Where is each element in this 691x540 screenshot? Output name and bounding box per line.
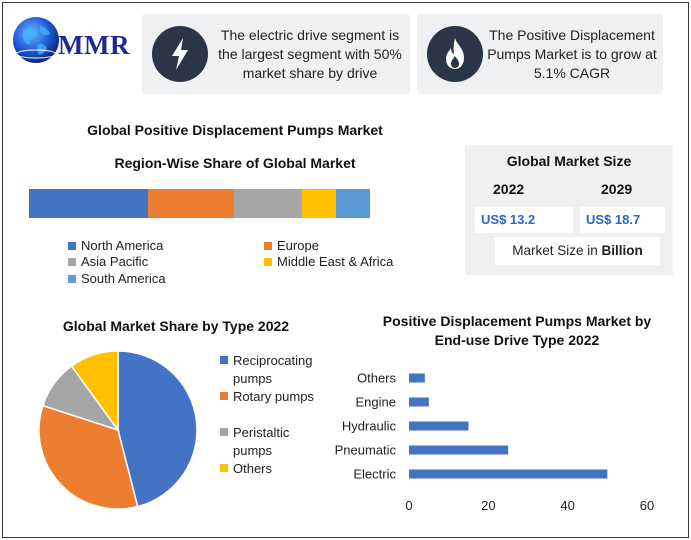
legend-label: South America <box>81 271 166 286</box>
callout-cagr: The Positive Displacement Pumps Market i… <box>417 14 663 94</box>
callout-icon-circle <box>152 26 208 82</box>
x-tick-label: 60 <box>640 498 654 513</box>
bar-hydraulic <box>409 421 469 431</box>
x-tick-label: 0 <box>405 498 412 513</box>
year-label: 2029 <box>601 181 633 197</box>
legend-swatch <box>264 257 272 266</box>
legend-label: Peristaltic pumps <box>233 425 290 458</box>
brand-name: MMR <box>58 30 130 60</box>
legend-swatch <box>68 274 76 283</box>
category-label: Hydraulic <box>342 419 397 434</box>
legend-swatch <box>264 241 272 250</box>
region-segment <box>148 189 234 218</box>
pie-chart-title: Global Market Share by Type 2022 <box>62 318 290 334</box>
category-label: Pneumatic <box>335 443 397 458</box>
callout-text: The Positive Displacement Pumps Market i… <box>487 27 657 81</box>
legend-swatch <box>220 428 228 436</box>
end-use-bar-chart: Others Engine Hydraulic Pneumatic Electric 0 2… <box>335 371 655 514</box>
globe-icon <box>13 17 59 63</box>
pie-slice <box>70 350 119 433</box>
year-label: 2022 <box>493 181 525 197</box>
region-segment <box>233 189 302 218</box>
legend-label: Asia Pacific <box>81 254 149 269</box>
legend-label: Middle East & Africa <box>277 254 394 269</box>
region-segment <box>29 189 149 218</box>
market-size-value: US$ 13.2 <box>475 207 573 233</box>
bar-pneumatic <box>409 445 509 455</box>
market-size-unit: Market Size in Billion <box>495 237 660 265</box>
callout-electric-drive: The electric drive segment is the larges… <box>142 14 410 94</box>
legend-label: Reciprocating pumps <box>233 353 313 386</box>
chart-subtitle: Region-Wise Share of Global Market <box>114 155 356 171</box>
brand-logo: MMR <box>10 14 136 70</box>
x-tick-label: 40 <box>560 498 574 513</box>
callout-icon-circle <box>427 26 483 82</box>
legend-item: North America <box>68 238 163 253</box>
bar-others <box>409 373 425 383</box>
market-size-panel: Global Market Size 2022 2029 US$ 13.2 US… <box>465 145 673 275</box>
legend-item: Middle East & Africa <box>264 254 393 269</box>
legend-item: Rotary pumps <box>220 388 328 406</box>
legend-swatch <box>220 356 228 364</box>
legend-swatch <box>220 392 228 400</box>
flame-icon <box>446 38 464 69</box>
category-label: Electric <box>353 467 396 482</box>
pie-slice <box>117 350 198 508</box>
legend-item: Peristaltic pumps <box>220 424 328 460</box>
legend-swatch <box>68 241 76 250</box>
bar-engine <box>409 397 429 407</box>
region-segment <box>335 189 370 218</box>
legend-item: Europe <box>264 238 319 253</box>
unit-bold: Billion <box>601 243 643 258</box>
bar-electric <box>409 469 608 479</box>
lightning-bolt-icon <box>172 38 188 70</box>
legend-label: Europe <box>277 238 319 253</box>
legend-label: North America <box>81 238 164 253</box>
x-tick-label: 20 <box>481 498 495 513</box>
region-stacked-bar <box>29 189 370 218</box>
unit-prefix: Market Size in <box>512 243 602 258</box>
pie-slice <box>38 404 139 510</box>
chart-title: Global Positive Displacement Pumps Marke… <box>87 122 383 138</box>
legend-item: South America <box>68 271 166 286</box>
legend-item: Asia Pacific <box>68 254 148 269</box>
market-size-title: Global Market Size <box>506 153 632 169</box>
category-label: Engine <box>356 395 396 410</box>
legend-swatch <box>220 464 228 472</box>
category-label: Others <box>357 371 397 386</box>
legend-label: Others <box>233 461 273 476</box>
legend-swatch <box>68 257 76 266</box>
legend-item: Others <box>220 460 328 478</box>
market-size-value: US$ 18.7 <box>580 207 665 233</box>
region-segment <box>301 189 336 218</box>
legend-item: Reciprocating pumps <box>220 352 328 388</box>
legend-label: Rotary pumps <box>233 389 314 404</box>
bar-chart-title: Positive Displacement Pumps Market by En… <box>382 313 652 348</box>
type-pie-chart <box>38 350 198 510</box>
callout-text: The electric drive segment is the larges… <box>218 27 402 81</box>
